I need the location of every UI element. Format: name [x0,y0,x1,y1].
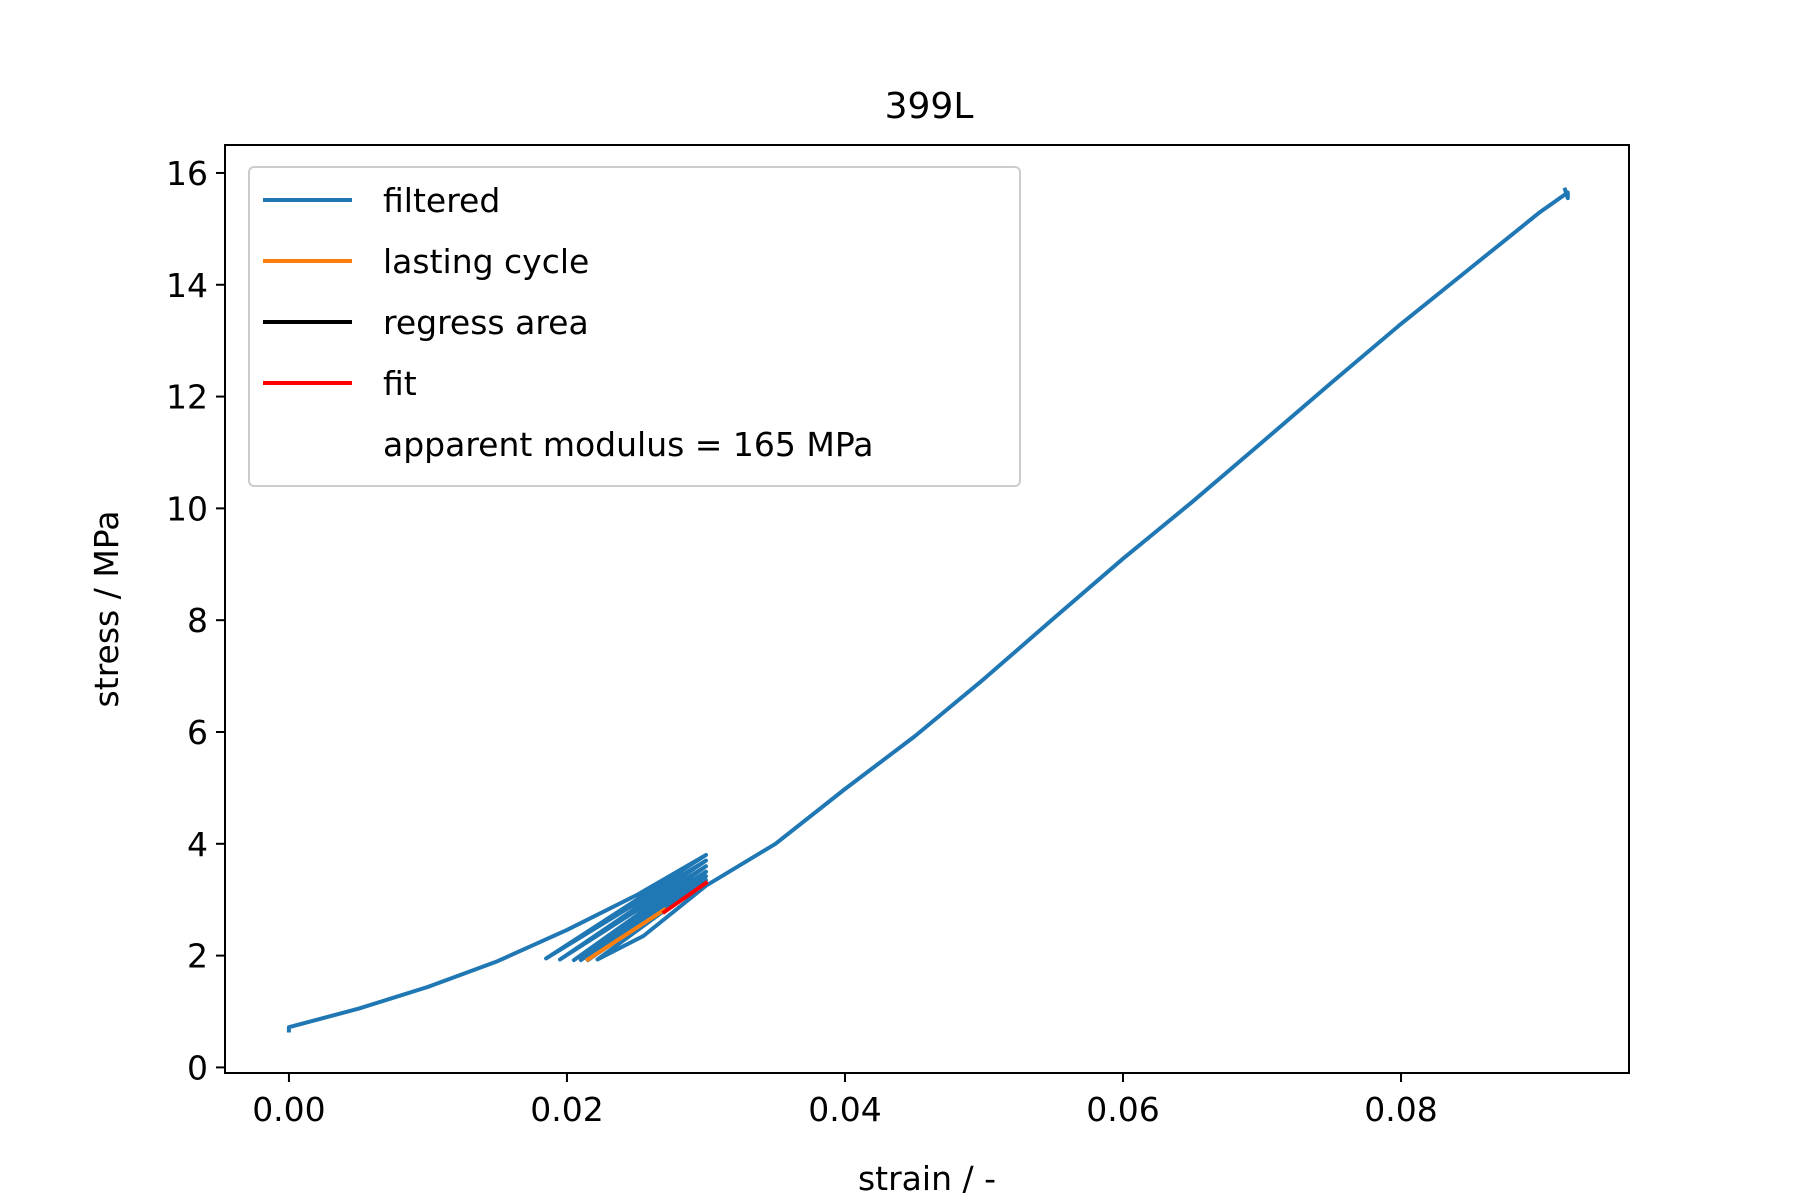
y-axis: 0 2 4 6 8 10 12 14 16 [166,154,225,1087]
legend-entry-label: filtered [383,181,500,220]
y-tick-label: 6 [187,713,208,752]
x-tick-label: 0.06 [1086,1090,1159,1129]
y-tick-label: 0 [187,1048,208,1087]
legend: filtered lasting cycle regress area fit appa… [248,166,1021,487]
x-tick-label: 0.04 [808,1090,881,1129]
plot-area [286,187,1570,1033]
axes-frame [224,144,1630,1074]
series-fit-line [661,880,709,915]
x-axis-label: strain / - [858,1159,996,1198]
series-lasting-cycle-line [585,907,668,963]
x-tick-label: 0.02 [530,1090,603,1129]
legend-entry-label: regress area [383,303,589,342]
chart-title: 399L [885,86,974,127]
legend-entry-label: lasting cycle [383,242,589,281]
x-tick-label: 0.08 [1364,1090,1437,1129]
y-axis-label: stress / MPa [87,511,126,708]
x-tick-label: 0.00 [252,1090,325,1129]
legend-box [248,166,1021,487]
y-tick-label: 14 [166,266,208,305]
y-tick-label: 4 [187,825,208,864]
y-tick-label: 2 [187,937,208,976]
y-tick-label: 12 [166,378,208,417]
y-tick-label: 16 [166,154,208,193]
x-axis: 0.00 0.02 0.04 0.06 0.08 [252,1073,1438,1129]
legend-entry-label: fit [383,364,417,403]
y-tick-label: 8 [187,601,208,640]
y-tick-label: 10 [166,489,208,528]
legend-entry-label: apparent modulus = 165 MPa [383,425,874,464]
